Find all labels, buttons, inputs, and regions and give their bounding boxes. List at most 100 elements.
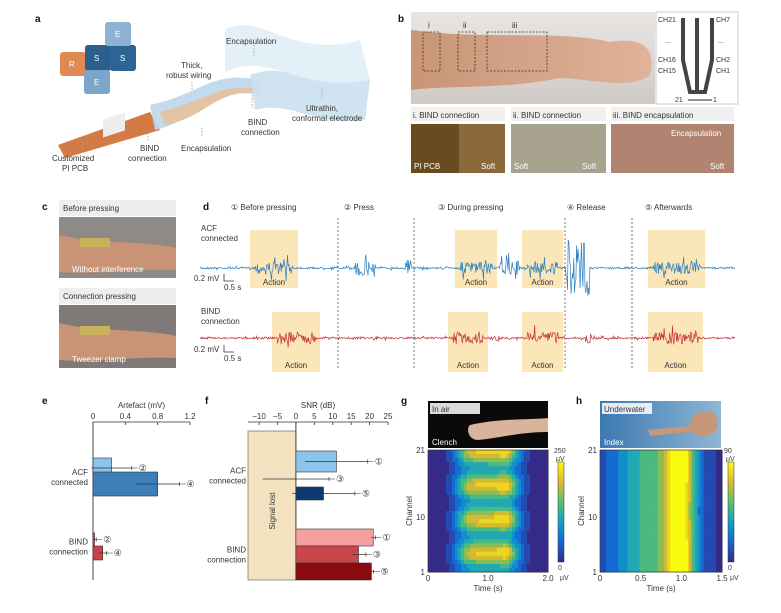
heatmap-cell xyxy=(479,567,483,573)
heatmap-cell xyxy=(506,494,510,500)
heatmap-cell xyxy=(476,527,480,532)
heatmap-cell xyxy=(718,498,723,504)
heatmap-cell xyxy=(627,478,631,484)
heatmap-cell xyxy=(618,543,622,549)
heatmap-cell xyxy=(452,539,456,545)
heatmap-cell xyxy=(512,450,516,455)
heatmap-cell xyxy=(627,498,631,504)
heatmap-cell xyxy=(461,547,465,553)
heatmap-cell xyxy=(712,454,717,459)
heatmap-cell xyxy=(470,559,474,565)
heatmap-cell xyxy=(491,543,495,549)
heatmap-cell xyxy=(618,527,622,532)
heatmap-cell xyxy=(485,563,489,569)
heatmap-cell xyxy=(627,539,631,545)
heatmap-cell xyxy=(639,519,644,524)
heatmap-cell xyxy=(446,559,450,565)
heatmap-cell xyxy=(458,478,462,484)
heatmap-cell xyxy=(642,531,647,536)
heatmap-cell xyxy=(488,478,492,484)
heatmap-cell xyxy=(670,515,674,520)
photo-caption: Clench xyxy=(432,438,457,447)
heatmap-cell xyxy=(673,458,677,463)
heatmap-cell xyxy=(715,551,720,557)
heatmap-cell xyxy=(467,527,471,532)
heatmap-cell xyxy=(518,559,522,565)
heatmap-cell xyxy=(542,523,546,528)
heatmap-cell xyxy=(437,519,441,524)
heatmap-cell xyxy=(670,458,674,463)
heatmap-cell xyxy=(670,486,674,492)
heatmap-cell xyxy=(458,515,462,520)
heatmap-cell xyxy=(542,567,546,573)
heatmap-cell xyxy=(467,511,471,516)
heatmap-cell xyxy=(437,466,441,471)
heatmap-cell xyxy=(491,551,495,557)
heatmap-cell xyxy=(706,511,711,516)
heatmap-cell xyxy=(539,462,543,467)
heatmap-cell xyxy=(443,450,447,455)
heatmap-cell xyxy=(618,511,622,516)
heatmap-cell xyxy=(685,539,689,545)
heatmap-cell xyxy=(488,519,492,524)
heatmap-cell xyxy=(500,462,504,467)
heatmap-cell xyxy=(645,551,650,557)
heatmap-cell xyxy=(715,527,720,532)
heatmap-cell xyxy=(443,506,447,512)
heatmap-cell xyxy=(452,543,456,549)
heatmap-cell xyxy=(670,478,674,484)
heatmap-cell xyxy=(718,515,723,520)
heatmap-cell xyxy=(600,506,604,512)
heatmap-cell xyxy=(715,458,720,463)
heatmap-cell xyxy=(482,450,486,455)
heatmap-cell xyxy=(452,511,456,516)
heatmap-cell xyxy=(485,515,489,520)
heatmap-cell xyxy=(512,470,516,475)
heatmap-cell xyxy=(606,551,610,557)
heatmap-cell xyxy=(673,515,677,520)
heatmap-cell xyxy=(636,458,641,463)
heatmap-cell xyxy=(661,543,665,549)
heatmap-cell xyxy=(651,543,656,549)
heatmap-cell xyxy=(606,486,610,492)
heatmap-cell xyxy=(464,486,468,492)
heatmap-cell xyxy=(630,523,635,528)
heatmap-cell xyxy=(518,531,522,536)
heatmap-cell xyxy=(476,563,480,569)
heatmap-cell xyxy=(624,515,628,520)
heatmap-cell xyxy=(694,531,699,536)
heatmap-cell xyxy=(673,527,677,532)
panel-e: e Artefact (mV)0 0.4 0.8 1.2ACFconnected②④B… xyxy=(42,396,196,580)
heatmap-cell xyxy=(503,567,507,573)
heatmap-cell xyxy=(536,474,540,479)
heatmap-cell xyxy=(670,482,674,488)
heatmap-cell xyxy=(461,478,465,484)
heatmap-cell xyxy=(530,474,534,479)
heatmap-cell xyxy=(476,511,480,516)
heatmap-cell xyxy=(667,494,671,500)
heatmap-cell xyxy=(688,458,692,463)
heatmap-cell xyxy=(527,527,531,532)
heatmap-cell xyxy=(482,559,486,565)
heatmap-cell xyxy=(434,567,438,573)
heatmap-cell xyxy=(664,555,668,561)
heatmap-cell xyxy=(482,466,486,471)
panel-label-f: f xyxy=(205,396,209,407)
heatmap-cell xyxy=(449,478,453,484)
ellipsis-right: ... xyxy=(718,38,724,45)
heatmap-cell xyxy=(633,462,638,467)
heatmap-cell xyxy=(679,498,683,504)
heatmap-cell xyxy=(697,551,702,557)
heatmap-cell xyxy=(600,559,604,565)
heatmap-cell xyxy=(700,559,705,565)
heatmap-cell xyxy=(509,458,513,463)
heatmap-cell xyxy=(706,547,711,553)
heatmap-cell xyxy=(685,519,689,524)
action-label: Action xyxy=(531,361,553,370)
heatmap-cell xyxy=(700,539,705,545)
heatmap-cell xyxy=(440,506,444,512)
heatmap-cell xyxy=(612,506,616,512)
heatmap-cell xyxy=(648,486,653,492)
heatmap-cell xyxy=(428,519,432,524)
heatmap-cell xyxy=(518,535,522,540)
